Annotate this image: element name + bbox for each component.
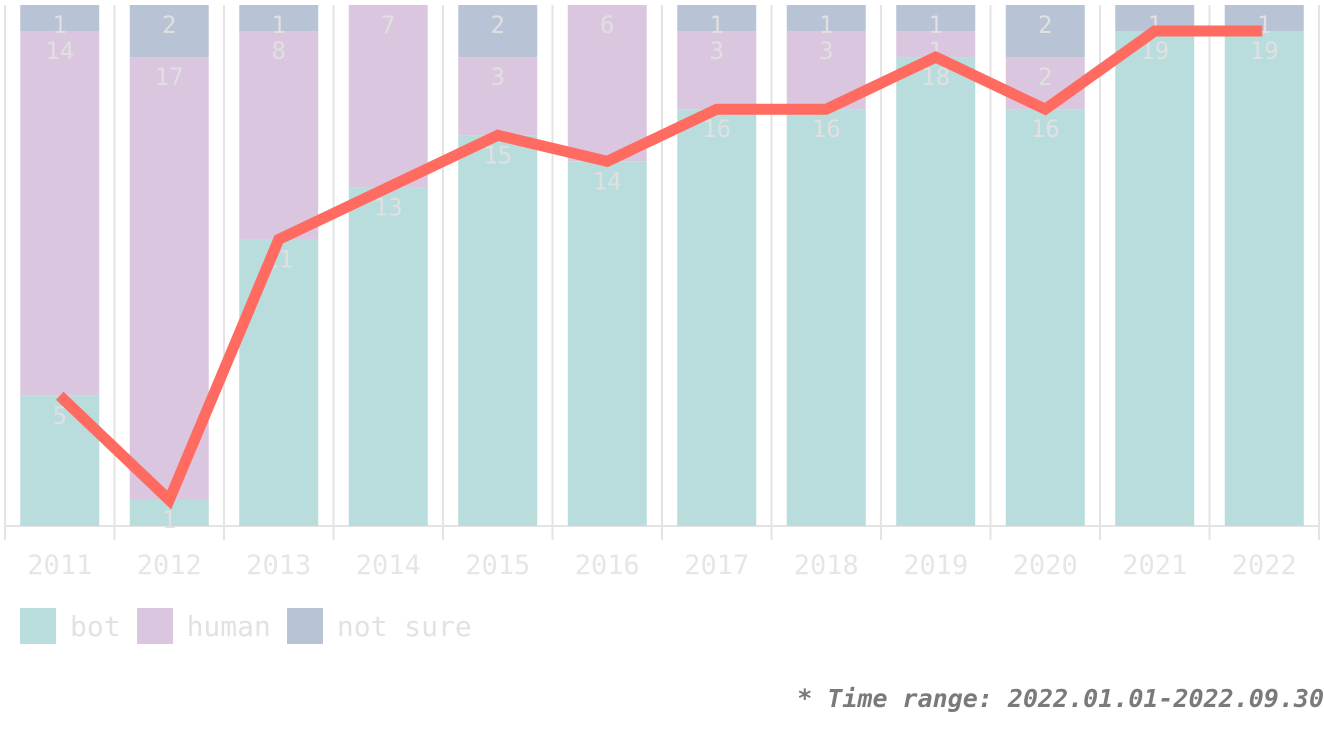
bar-bot	[896, 57, 976, 526]
x-tick-label: 2015	[465, 550, 530, 581]
bar-bot	[677, 109, 757, 526]
data-label: 5	[53, 402, 67, 430]
data-label: 1	[272, 11, 286, 39]
bar-bot	[458, 135, 538, 526]
x-tick-label: 2013	[246, 550, 311, 581]
data-label: 8	[272, 37, 286, 65]
footnote: * Time range: 2022.01.01-2022.09.30	[797, 684, 1324, 713]
x-tick-label: 2012	[137, 550, 202, 581]
data-label: 2	[162, 11, 176, 39]
data-label: 17	[155, 63, 184, 91]
bar-not-sure	[677, 5, 757, 32]
legend-label: bot	[70, 609, 121, 643]
legend-label: not sure	[336, 609, 472, 643]
bar-bot	[1115, 31, 1195, 527]
legend-swatch-human	[136, 608, 173, 644]
data-label: 1	[819, 11, 833, 39]
bar-bot	[1005, 109, 1085, 526]
bar-human	[239, 31, 319, 240]
data-label: 1	[710, 11, 724, 39]
data-label: 2	[1038, 11, 1052, 39]
data-label: 1	[162, 506, 176, 534]
data-label: 3	[819, 37, 833, 65]
bar-bot	[1224, 31, 1304, 527]
line-bot	[55, 25, 1263, 510]
x-tick-label: 2011	[27, 550, 92, 581]
x-tick-label: 2022	[1232, 550, 1297, 581]
bar-not-sure	[129, 5, 209, 58]
data-label: 6	[600, 11, 614, 39]
data-label: 1	[53, 11, 67, 39]
x-tick-label: 2017	[684, 550, 749, 581]
legend-item-human: human	[136, 608, 271, 644]
x-tick-label: 2018	[794, 550, 859, 581]
bar-human	[458, 57, 538, 136]
stacked-bar-chart: 5141201111722012118120131372014153220151…	[4, 5, 1320, 581]
data-label: 16	[812, 115, 841, 143]
bar-not-sure	[458, 5, 538, 58]
legend: bot human not sure	[20, 608, 488, 644]
bar-bot	[786, 109, 866, 526]
data-label: 3	[491, 63, 505, 91]
bar-human	[348, 5, 428, 188]
data-label: 14	[45, 37, 74, 65]
bar-human	[567, 5, 647, 162]
bar-bot	[567, 161, 647, 527]
legend-swatch-not-sure	[286, 608, 323, 644]
x-tick-label: 2016	[575, 550, 640, 581]
legend-label: human	[186, 609, 271, 643]
data-label: 14	[593, 167, 622, 195]
data-label: 3	[710, 37, 724, 65]
bar-human	[20, 31, 100, 396]
data-label: 7	[381, 11, 395, 39]
x-tick-label: 2020	[1013, 550, 1078, 581]
bar-not-sure	[239, 5, 319, 32]
data-label: 16	[1031, 115, 1060, 143]
data-label: 1	[929, 11, 943, 39]
bar-not-sure	[896, 5, 976, 32]
data-label: 19	[1250, 37, 1279, 65]
x-tick-label: 2021	[1122, 550, 1187, 581]
bar-not-sure	[20, 5, 100, 32]
x-tick-label: 2014	[356, 550, 421, 581]
data-label: 2	[491, 11, 505, 39]
bar-not-sure	[1005, 5, 1085, 58]
bar-not-sure	[786, 5, 866, 32]
data-label: 2	[1038, 63, 1052, 91]
legend-swatch-bot	[20, 608, 56, 644]
legend-item-bot: bot	[20, 608, 121, 644]
bar-human	[677, 31, 757, 110]
bar-bot	[239, 239, 319, 526]
legend-item-not-sure: not sure	[286, 608, 472, 644]
bar-bot	[348, 187, 428, 526]
x-tick-label: 2019	[903, 550, 968, 581]
